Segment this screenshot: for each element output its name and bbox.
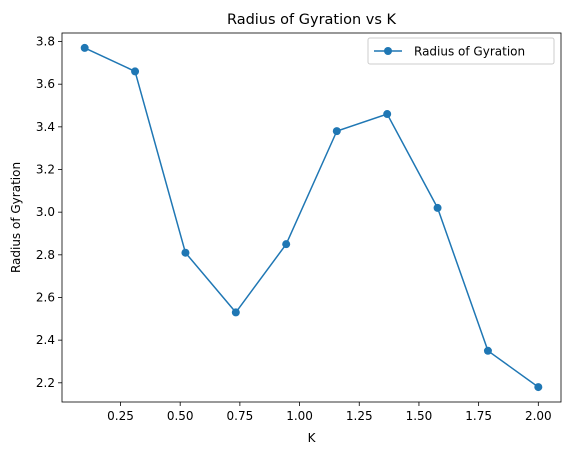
x-tick-label: 0.75 bbox=[227, 409, 254, 423]
x-tick-label: 1.75 bbox=[465, 409, 492, 423]
y-tick-label: 2.6 bbox=[36, 290, 55, 304]
x-axis-label: K bbox=[308, 431, 317, 445]
chart-title: Radius of Gyration vs K bbox=[227, 12, 397, 28]
data-point bbox=[534, 383, 543, 392]
x-tick-label: 0.50 bbox=[167, 409, 194, 423]
y-tick-label: 2.2 bbox=[36, 376, 55, 390]
x-axis: 0.25 0.50 0.75 1.00 1.25 1.50 1.75 2.00 bbox=[107, 402, 552, 423]
y-axis-label: Radius of Gyration bbox=[9, 162, 23, 273]
data-point bbox=[80, 43, 89, 52]
data-point bbox=[131, 67, 140, 76]
data-point bbox=[483, 346, 492, 355]
y-tick-label: 3.6 bbox=[36, 77, 55, 91]
y-tick-label: 3.8 bbox=[36, 35, 55, 49]
y-tick-label: 2.8 bbox=[36, 248, 55, 262]
legend-label: Radius of Gyration bbox=[414, 45, 525, 59]
x-tick-label: 1.50 bbox=[406, 409, 433, 423]
legend-box bbox=[367, 37, 555, 65]
data-point bbox=[231, 308, 240, 317]
y-tick-label: 3.2 bbox=[36, 163, 55, 177]
y-tick-label: 3.0 bbox=[36, 205, 55, 219]
legend-marker-swatch bbox=[384, 47, 392, 55]
legend: Radius of Gyration bbox=[367, 37, 555, 65]
data-point bbox=[181, 248, 190, 257]
series-line bbox=[84, 47, 539, 388]
plot-frame bbox=[61, 32, 562, 403]
y-tick-label: 2.4 bbox=[36, 333, 55, 347]
x-tick-label: 0.25 bbox=[107, 409, 134, 423]
data-point bbox=[433, 203, 442, 212]
y-tick-label: 3.4 bbox=[36, 120, 55, 134]
data-point bbox=[282, 240, 291, 249]
data-point bbox=[332, 127, 341, 136]
x-tick-label: 1.00 bbox=[286, 409, 313, 423]
x-tick-label: 1.25 bbox=[346, 409, 373, 423]
data-point bbox=[383, 110, 392, 119]
series-layer bbox=[80, 43, 543, 392]
y-axis: 2.2 2.4 2.6 2.8 3.0 3.2 3.4 3.6 3.8 bbox=[36, 35, 62, 390]
x-tick-label: 2.00 bbox=[525, 409, 552, 423]
